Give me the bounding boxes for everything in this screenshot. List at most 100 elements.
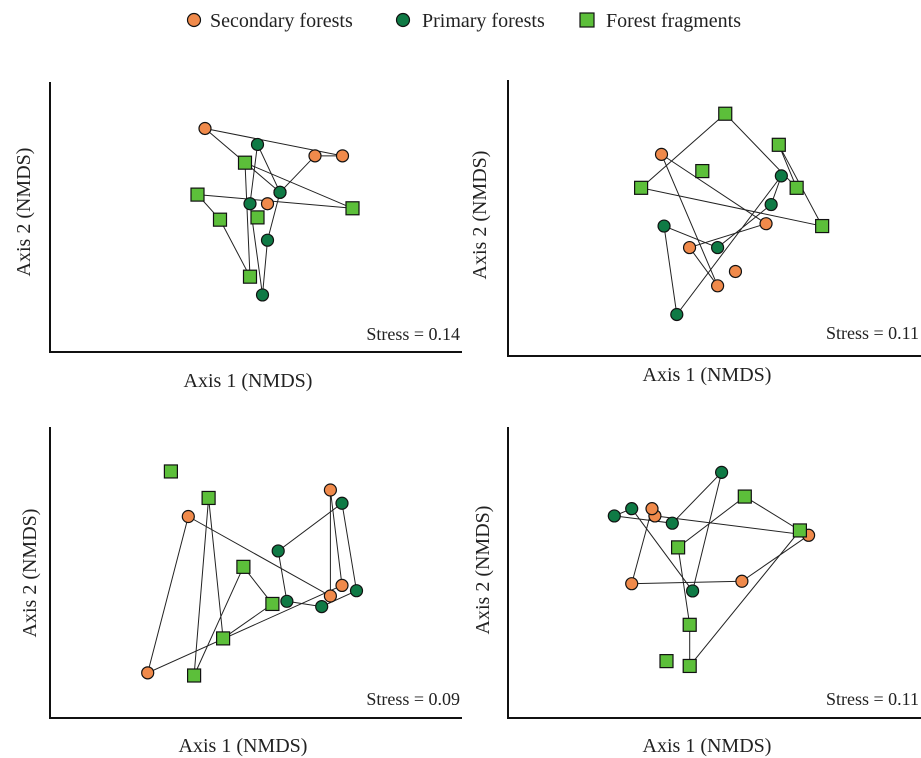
point-fragment [659,654,674,669]
x-axis-label: Axis 1 (NMDS) [643,735,772,757]
point-fragment [242,269,258,284]
point-fragment [815,218,830,234]
legend-marker-primary [395,12,411,28]
point-fragment [789,180,804,195]
point-primary [243,197,257,211]
point-primary [315,599,329,614]
hull-fragment [193,497,274,676]
stress-annotation: Stress = 0.14 [366,324,460,344]
point-secondary [323,483,337,497]
panel-3: Axis 2 (NMDS) Axis 1 (NMDS) Stress = 0.0… [19,427,462,757]
point-primary [349,584,364,598]
point-primary [670,307,684,322]
point-primary [335,496,349,510]
point-primary [273,185,287,199]
point-fragment [216,631,231,646]
y-axis-label: Axis 2 (NMDS) [472,506,494,635]
panel-2: Axis 2 (NMDS) Axis 1 (NMDS) Stress = 0.1… [469,80,921,386]
stress-annotation: Stress = 0.09 [366,689,460,709]
point-fragment [345,201,360,216]
point-primary [685,584,700,598]
point-fragment [190,187,205,202]
point-secondary [625,577,639,591]
point-fragment [695,163,710,179]
axis-frame [49,427,462,719]
point-fragment [237,155,253,170]
point-secondary [198,121,212,136]
y-axis-label: Axis 2 (NMDS) [19,509,41,638]
hull-secondary [203,127,343,194]
stress-annotation: Stress = 0.11 [826,689,919,709]
point-secondary [759,217,773,231]
point-secondary [645,502,659,516]
y-axis-label: Axis 2 (NMDS) [469,151,491,280]
x-axis-label: Axis 1 (NMDS) [179,735,308,757]
point-primary [665,516,679,530]
point-fragment [771,137,786,152]
x-axis-label: Axis 1 (NMDS) [643,364,772,386]
hull-primary [612,470,723,593]
point-secondary [308,149,322,163]
legend-label-secondary: Secondary forests [210,10,353,32]
points [633,106,830,322]
point-fragment [718,106,733,121]
point-fragment [250,210,265,225]
axis-frame [507,80,921,357]
point-fragment [792,523,808,538]
hull-fragment [196,161,353,277]
panel-1: Axis 2 (NMDS) Axis 1 (NMDS) Stress = 0.1… [13,82,462,392]
points [190,121,360,302]
point-secondary [735,574,749,588]
point-secondary [335,578,349,593]
point-fragment [670,540,686,555]
hulls [146,489,358,676]
point-fragment [201,490,216,506]
point-primary [764,197,778,212]
points [141,464,364,683]
point-fragment [633,180,649,195]
panel-4: Axis 2 (NMDS) Axis 1 (NMDS) Stress = 0.1… [472,427,921,757]
point-primary [260,233,275,247]
hull-primary [249,142,281,295]
point-fragment [682,617,697,632]
point-fragment [682,658,697,674]
y-axis-label: Axis 2 (NMDS) [13,148,35,277]
point-secondary [181,509,195,524]
point-secondary [323,589,337,603]
point-secondary [260,197,275,211]
stress-annotation: Stress = 0.11 [826,323,919,343]
legend-label-primary: Primary forests [422,10,545,32]
point-primary [714,465,729,479]
hulls [612,470,810,668]
point-fragment [187,668,202,683]
point-fragment [212,212,228,227]
point-secondary [654,147,669,161]
legend: Secondary forests Primary forests Forest… [186,10,741,32]
legend-marker-fragment [579,12,595,28]
point-primary [710,240,725,255]
axis-frame [49,82,462,353]
hulls [196,127,353,295]
point-fragment [236,559,251,574]
point-primary [657,219,671,233]
point-primary [607,509,621,523]
point-secondary [710,279,725,293]
point-primary [625,502,639,516]
point-secondary [141,666,155,680]
point-primary [280,594,294,608]
point-secondary [728,264,743,279]
points [607,465,816,674]
axis-frame [507,427,921,719]
hull-secondary [146,489,343,674]
point-fragment [737,489,752,504]
point-primary [271,544,285,558]
point-secondary [682,240,697,255]
point-primary [250,137,265,152]
point-fragment [265,596,280,612]
legend-label-fragment: Forest fragments [606,10,741,32]
point-fragment [163,464,178,479]
point-primary [774,169,788,183]
legend-marker-secondary [186,12,202,28]
hulls [640,113,824,316]
